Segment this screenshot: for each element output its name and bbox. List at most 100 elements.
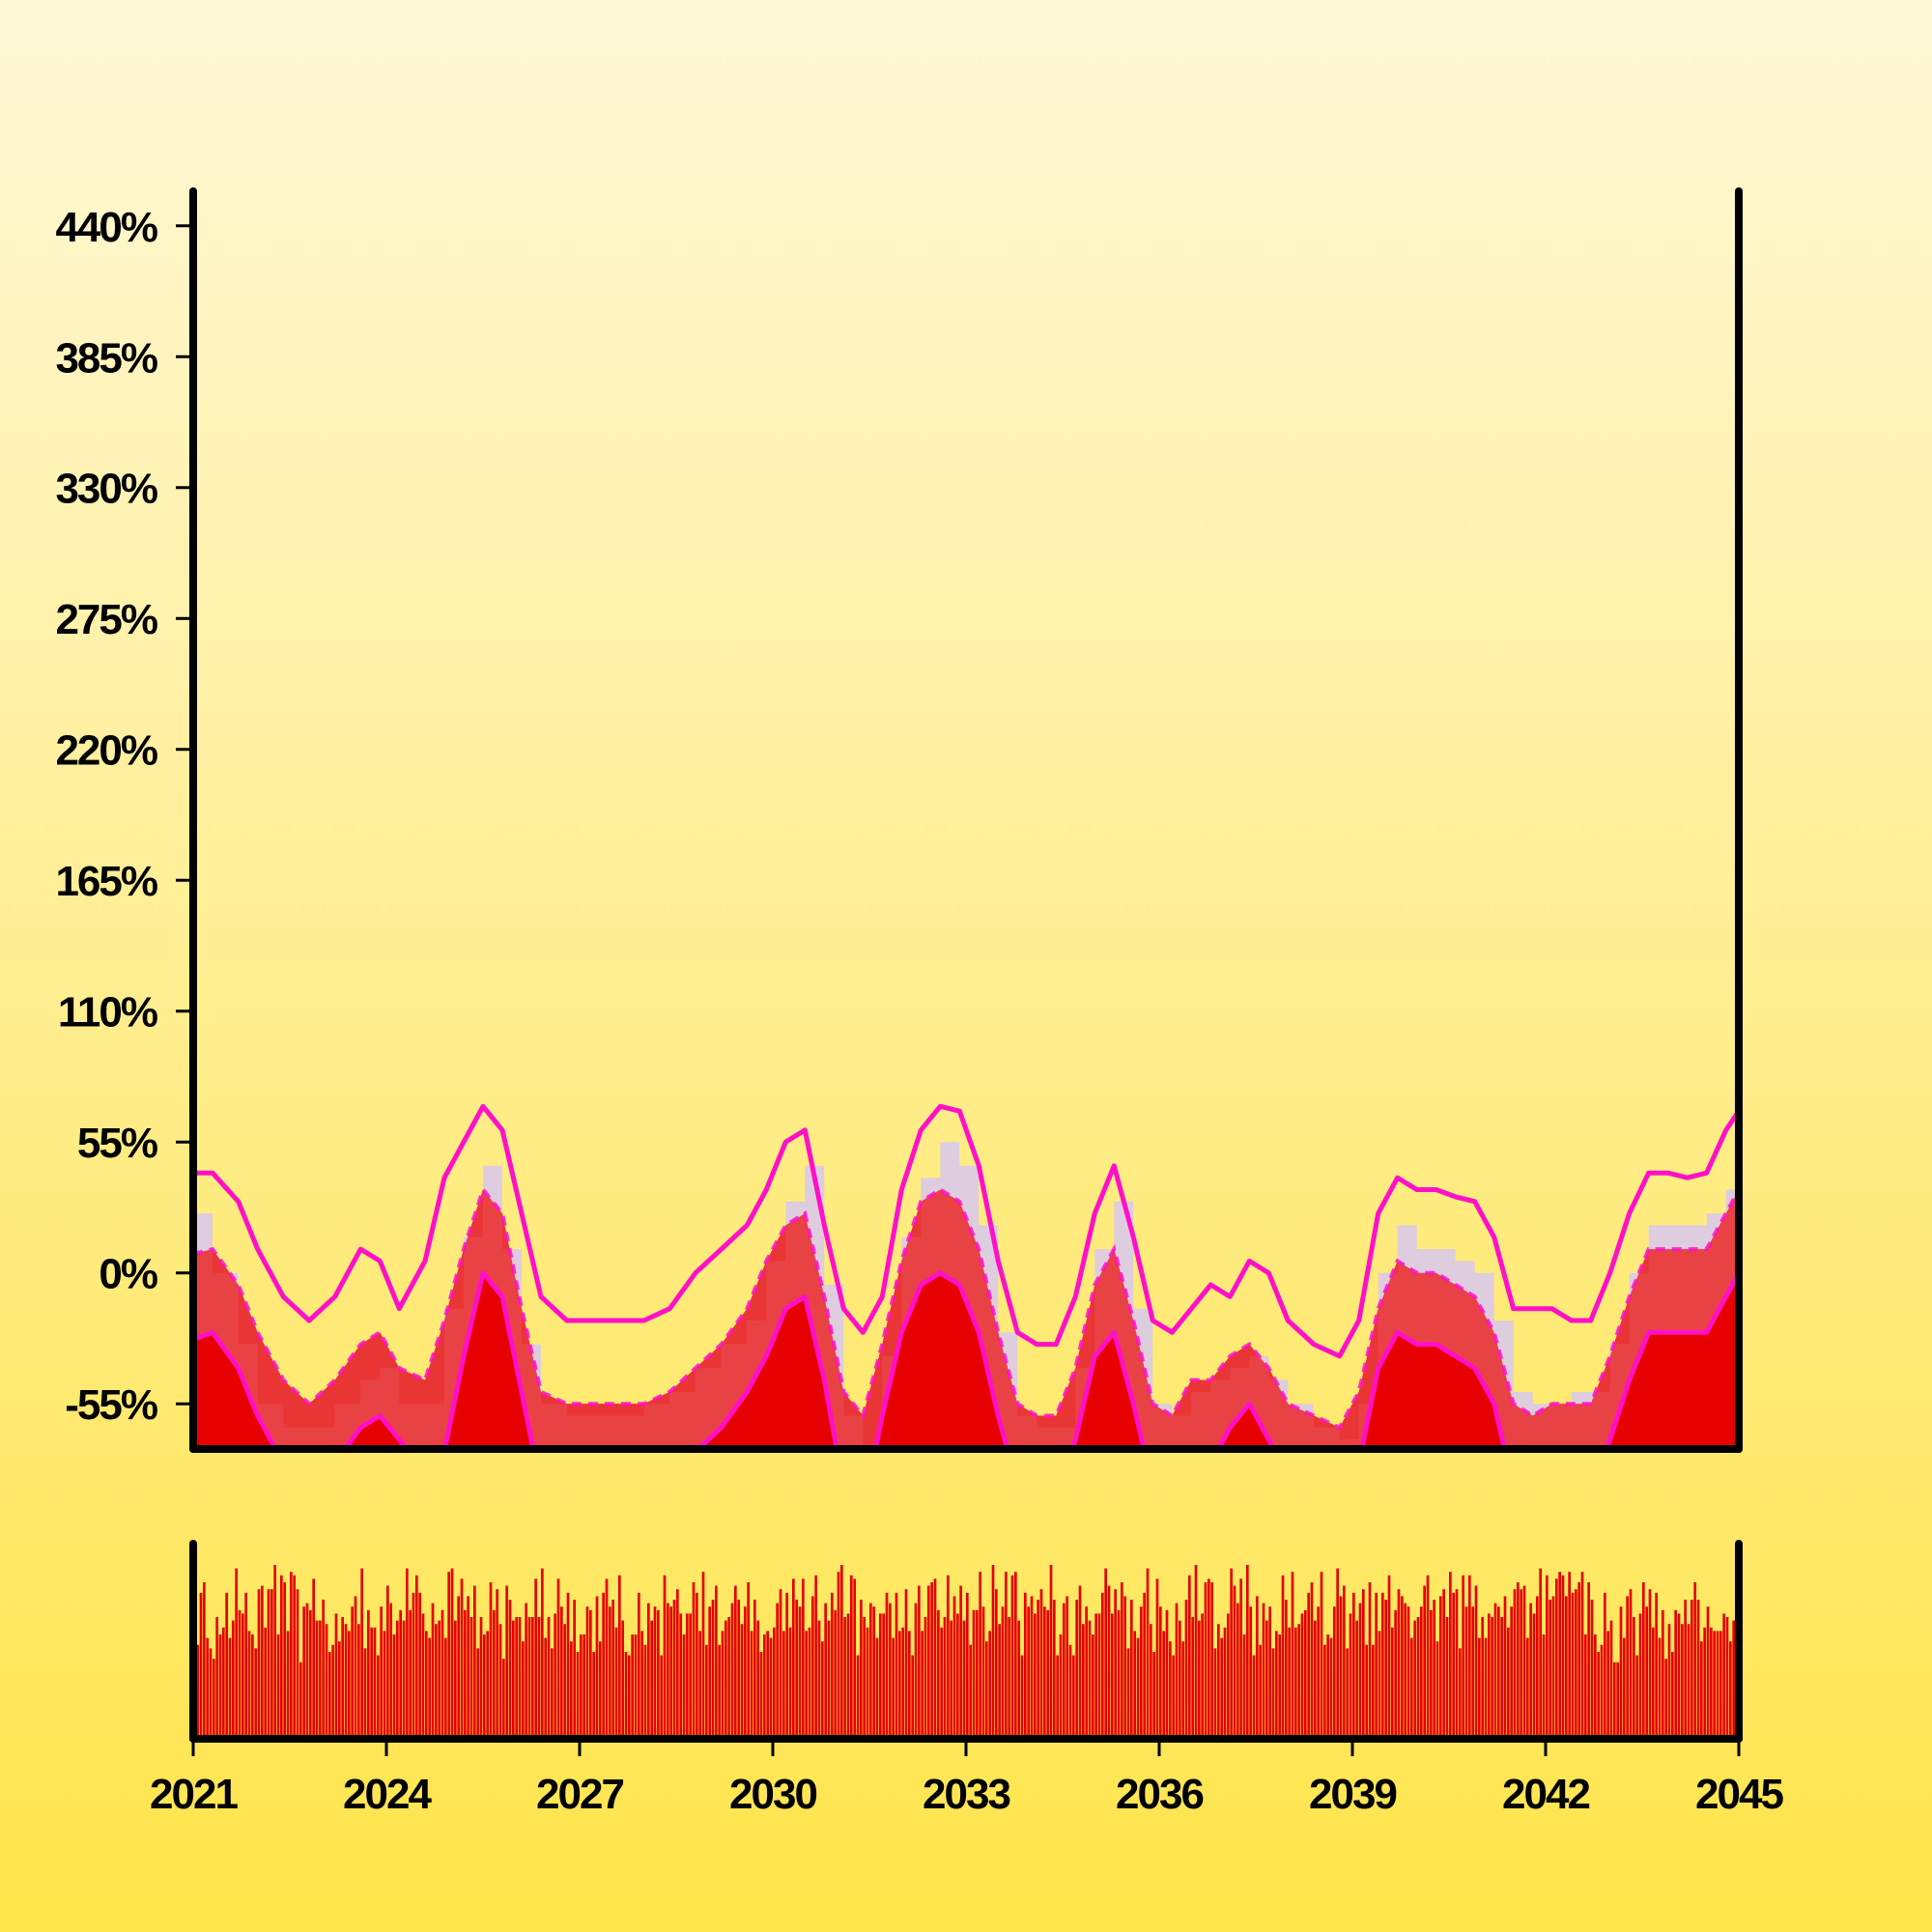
volume-bar [1111,1613,1114,1739]
volume-bar [1703,1627,1706,1739]
volume-bar [869,1603,872,1739]
volume-bar [357,1624,360,1739]
volume-bar [560,1606,563,1739]
volume-bar [1597,1652,1600,1739]
volume-bar [585,1606,589,1739]
volume-bar [325,1624,328,1739]
volume-bar [547,1617,551,1739]
volume-bar [856,1655,860,1739]
volume-bar [1252,1655,1256,1739]
volume-bar [1329,1637,1333,1739]
volume-bar [679,1613,682,1739]
x-tick-label: 2045 [1695,1771,1783,1818]
volume-bar [290,1572,293,1739]
volume-bar [367,1609,370,1739]
volume-bar [1471,1606,1474,1739]
volume-bar [380,1606,383,1739]
volume-bar [554,1613,556,1739]
volume-bar [1394,1609,1397,1739]
volume-bar [634,1634,638,1739]
volume-bar [1662,1609,1664,1739]
volume-bar [1587,1582,1590,1739]
volume-bar [354,1596,357,1739]
volume-bar [1194,1565,1198,1739]
volume-bar [338,1641,341,1739]
volume-bar [715,1585,718,1739]
volume-bar [1017,1620,1020,1739]
volume-bar [863,1617,866,1739]
volume-bar [1391,1627,1394,1739]
volume-bar [1423,1585,1426,1739]
volume-bar [486,1631,489,1739]
volume-bar [1667,1624,1671,1739]
volume-bar [911,1655,914,1739]
volume-bar [759,1652,763,1739]
volume-bar [837,1572,840,1739]
volume-bar [242,1613,244,1739]
volume-bar [696,1592,698,1739]
volume-bar [1542,1634,1546,1739]
volume-bar [1671,1652,1674,1739]
volume-bar [1152,1652,1155,1739]
volume-bar [976,1609,979,1739]
volume-bar [1696,1600,1700,1739]
volume-bar [392,1634,396,1739]
volume-bar [872,1606,875,1739]
volume-bar [669,1606,672,1739]
volume-bar [1117,1609,1121,1739]
volume-bar [682,1634,686,1739]
volume-bar [222,1627,225,1739]
volume-bar [1484,1637,1488,1739]
middle-band-line [193,1185,1739,1431]
y-tick-label: 55% [77,1120,157,1167]
volume-bar [1326,1634,1329,1739]
y-axis-ticks: -55% 0% 55% 110% 165% 220% 275% 330% 385% 440% [55,204,193,1429]
volume-bar [244,1592,247,1739]
volume-bar [1687,1624,1690,1739]
volume-bar [541,1568,544,1739]
volume-bar [1532,1613,1536,1739]
volume-bar [1716,1631,1719,1739]
volume-bar [1690,1600,1693,1739]
volume-bar [792,1578,795,1739]
volume-bar [1420,1606,1423,1739]
volume-bar [1068,1644,1072,1739]
volume-bar [1165,1609,1169,1739]
volume-bar [663,1575,667,1739]
volume-bar [469,1617,473,1739]
volume-bar [1210,1582,1213,1739]
volume-bar [827,1620,831,1739]
volume-bar [1655,1592,1658,1739]
x-tick-label: 2039 [1309,1771,1396,1818]
volume-bar [1143,1592,1146,1739]
y-tick-label: 275% [55,596,156,643]
volume-bar [1085,1606,1088,1739]
volume-bar [457,1596,460,1739]
volume-bar [1510,1606,1513,1739]
volume-bar [196,1644,199,1739]
volume-bar [1039,1589,1043,1739]
volume-bar [631,1634,634,1739]
volume-plot [193,1565,1739,1739]
volume-bar [653,1606,657,1739]
volume-bar [1584,1634,1587,1739]
volume-bar [444,1637,447,1739]
volume-bar [753,1600,756,1739]
volume-bar [1568,1572,1571,1739]
volume-bar [1213,1648,1217,1739]
volume-bar [614,1627,618,1739]
volume-bar [1513,1589,1517,1739]
volume-bar [1520,1589,1522,1739]
volume-bar [1065,1596,1068,1739]
volume-bar [454,1620,457,1739]
volume-bar [638,1592,640,1739]
volume-bar [1674,1609,1677,1739]
volume-bar [1281,1575,1285,1739]
volume-bar [1577,1582,1580,1739]
volume-bar [283,1582,286,1739]
volume-bar [701,1572,705,1739]
volume-bar [798,1606,802,1739]
volume-bar [708,1606,711,1739]
volume-bar [940,1627,943,1739]
volume-bar [370,1627,373,1739]
